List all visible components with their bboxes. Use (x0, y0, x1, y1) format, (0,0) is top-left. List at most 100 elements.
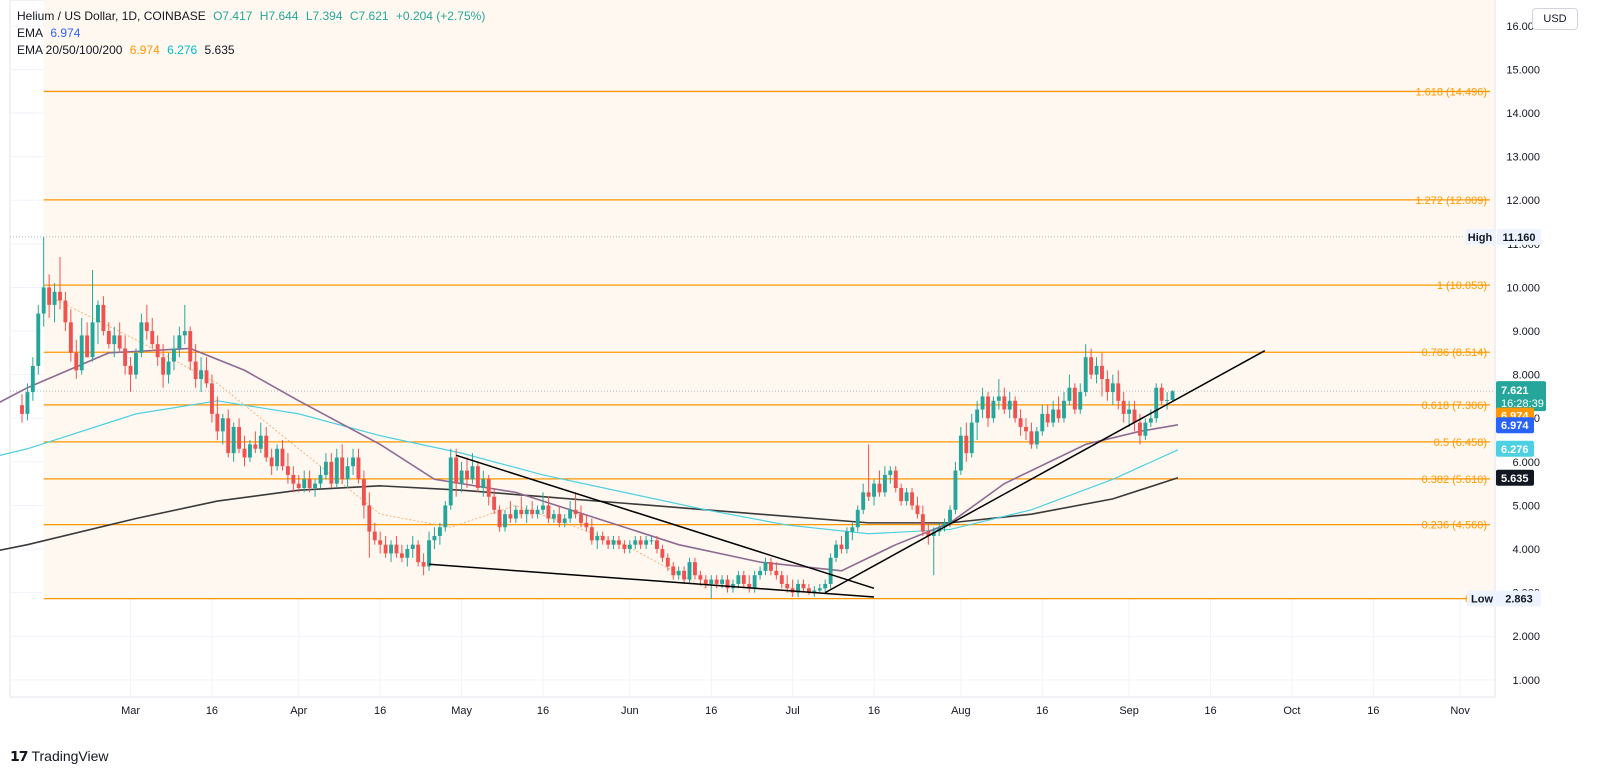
brand-logo[interactable]: 𝟭𝟳 TradingView (10, 748, 109, 765)
candle (188, 326, 193, 371)
low-label-bg (1467, 590, 1497, 607)
legend-ema-row[interactable]: EMA 6.974 (17, 25, 489, 42)
candle-body (150, 331, 155, 345)
candle-body (627, 544, 632, 550)
x-tick-label: 16 (1036, 705, 1048, 717)
candle-body (1040, 413, 1045, 432)
ema100-line (0, 400, 1179, 535)
candle-body (1013, 400, 1018, 419)
candle-body (247, 444, 252, 458)
candle (486, 474, 491, 506)
ema-price-tag-value: 5.635 (1501, 473, 1529, 485)
candle (475, 461, 480, 493)
candle-body (926, 531, 931, 536)
candle (665, 553, 670, 571)
candle-body (562, 518, 567, 523)
candle (1159, 383, 1164, 406)
candle-body (573, 509, 578, 515)
candle (904, 488, 909, 506)
candle-body (660, 549, 665, 558)
close-value: C7.621 (349, 9, 389, 23)
candle (25, 383, 30, 421)
candle-body (90, 322, 95, 358)
high-value-tag: 11.160 (1497, 228, 1541, 245)
candle (90, 270, 95, 362)
candle (812, 586, 817, 597)
candle-body (986, 396, 990, 419)
ema-price-tag-value: 6.974 (1501, 420, 1529, 432)
candle (161, 344, 166, 388)
high-label: High (1465, 228, 1495, 245)
candle (1078, 383, 1083, 414)
candle (237, 418, 242, 454)
ema-price-tag-bg (1496, 440, 1534, 457)
candle-body (736, 575, 741, 584)
candle-body (394, 544, 399, 554)
currency-button[interactable]: USD (1532, 8, 1578, 30)
legend-ema-multi-row[interactable]: EMA 20/50/100/200 6.974 6.276 5.635 (17, 42, 489, 59)
candle (546, 496, 551, 523)
candle-body (193, 361, 198, 379)
candle-body (1056, 409, 1061, 419)
candle-body (58, 291, 62, 301)
candle-body (155, 344, 160, 358)
candle-body (958, 435, 963, 471)
candle-body (969, 422, 974, 454)
candle-body (530, 509, 535, 515)
fib-label: 0.5 (6.458) (1434, 437, 1487, 449)
legend-symbol-row[interactable]: Helium / US Dollar, 1D, COINBASE O7.417 … (17, 8, 489, 25)
candle (1083, 344, 1088, 397)
candle-body (161, 357, 166, 375)
candle (655, 535, 659, 554)
candle-body (85, 335, 90, 358)
candle (269, 448, 274, 475)
x-tick-label: Oct (1283, 705, 1300, 717)
candle-body (253, 444, 258, 449)
candle-body (834, 544, 839, 558)
candle-body (644, 540, 649, 545)
low-label-text: Low (1471, 594, 1493, 606)
candle-body (606, 540, 611, 545)
candle (247, 440, 252, 462)
candle (1024, 418, 1028, 441)
change-value: +0.204 (+2.75%) (395, 9, 486, 23)
candle-body (877, 483, 882, 493)
candle (421, 553, 426, 576)
y-tick-label: 8.000 (1512, 370, 1540, 382)
candle (1034, 426, 1039, 449)
candle (318, 466, 323, 488)
candle (834, 540, 839, 563)
candle (958, 426, 963, 475)
candle (682, 566, 687, 584)
candle-body (839, 544, 844, 550)
candle (443, 501, 448, 532)
candle (969, 413, 974, 458)
candle (785, 575, 790, 593)
candle (253, 431, 258, 454)
candle-body (633, 540, 638, 545)
candle-body (209, 383, 214, 414)
candle (877, 470, 882, 497)
high-value-tag-bg (1497, 228, 1541, 245)
candle-body (30, 365, 35, 393)
fib-label: 0.786 (8.514) (1422, 347, 1487, 359)
candle (242, 435, 247, 467)
candle (437, 522, 442, 545)
candle-body (1024, 426, 1028, 432)
fib-label: 0.618 (7.306) (1422, 400, 1487, 412)
candle (492, 488, 497, 515)
time-axis[interactable]: Mar 16 Apr 16 May 16 Jun 16 Jul 16 Aug 16 Sep 16 Oct 16… (10, 696, 1495, 717)
candle (193, 344, 198, 388)
candle (68, 309, 73, 362)
candle-body (237, 426, 242, 449)
candle (671, 562, 676, 580)
low-value-tag: 2.863 (1497, 590, 1541, 607)
x-tick-label: May (451, 705, 472, 717)
candle-body (1159, 387, 1164, 401)
ema-multi-value-1: 6.974 (129, 43, 160, 57)
candle-body (318, 474, 323, 484)
candle-body (215, 413, 220, 432)
candle (1116, 370, 1121, 410)
